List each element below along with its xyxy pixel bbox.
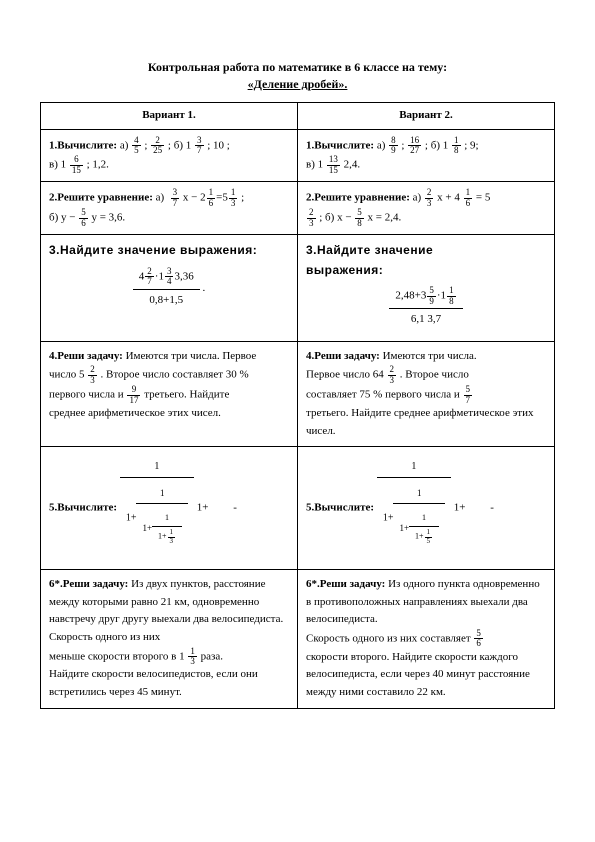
t2-v2: 2.Решите уравнение: а) 23 x + 4 16 = 5 2… — [298, 182, 555, 235]
task-1-row: 1.Вычислите: а) 45 ; 225 ; б) 1 37 ; 10 … — [41, 129, 555, 182]
t1-v2: 1.Вычислите: а) 89 ; 1627 ; б) 1 18 ; 9;… — [298, 129, 555, 182]
t2-v1: 2.Решите уравнение: а) 37 x − 216=513 ; … — [41, 182, 298, 235]
page-title: Контрольная работа по математике в 6 кла… — [40, 60, 555, 75]
task-6-row: 6*.Реши задачу: Из двух пунктов, расстоя… — [41, 570, 555, 708]
nested-fraction-v2: 11+11+11+15 — [377, 453, 451, 563]
task-3-row: 3.Найдите значение выражения: 427·1343,3… — [41, 235, 555, 342]
task-4-row: 4.Реши задачу: Имеются три числа. Первое… — [41, 341, 555, 447]
t3-v1: 3.Найдите значение выражения: 427·1343,3… — [41, 235, 298, 342]
header-v2: Вариант 2. — [298, 103, 555, 130]
t5-v2: 5.Вычислите: 11+11+11+15 1+ - — [298, 447, 555, 570]
t5-v1: 5.Вычислите: 11+11+11+13 1+ - — [41, 447, 298, 570]
page-subtitle: «Деление дробей». — [40, 77, 555, 92]
task-2-row: 2.Решите уравнение: а) 37 x − 216=513 ; … — [41, 182, 555, 235]
t3-v2: 3.Найдите значениевыражения: 2,48+359·11… — [298, 235, 555, 342]
t1-v1: 1.Вычислите: а) 45 ; 225 ; б) 1 37 ; 10 … — [41, 129, 298, 182]
nested-fraction-v1: 11+11+11+13 — [120, 453, 194, 563]
worksheet-table: Вариант 1. Вариант 2. 1.Вычислите: а) 45… — [40, 102, 555, 709]
t6-v1: 6*.Реши задачу: Из двух пунктов, расстоя… — [41, 570, 298, 708]
t6-v2: 6*.Реши задачу: Из одного пункта одновре… — [298, 570, 555, 708]
page: Контрольная работа по математике в 6 кла… — [0, 0, 595, 739]
header-v1: Вариант 1. — [41, 103, 298, 130]
t4-v1: 4.Реши задачу: Имеются три числа. Первое… — [41, 341, 298, 447]
task-5-row: 5.Вычислите: 11+11+11+13 1+ - 5.Вычислит… — [41, 447, 555, 570]
header-row: Вариант 1. Вариант 2. — [41, 103, 555, 130]
t4-v2: 4.Реши задачу: Имеются три числа. Первое… — [298, 341, 555, 447]
